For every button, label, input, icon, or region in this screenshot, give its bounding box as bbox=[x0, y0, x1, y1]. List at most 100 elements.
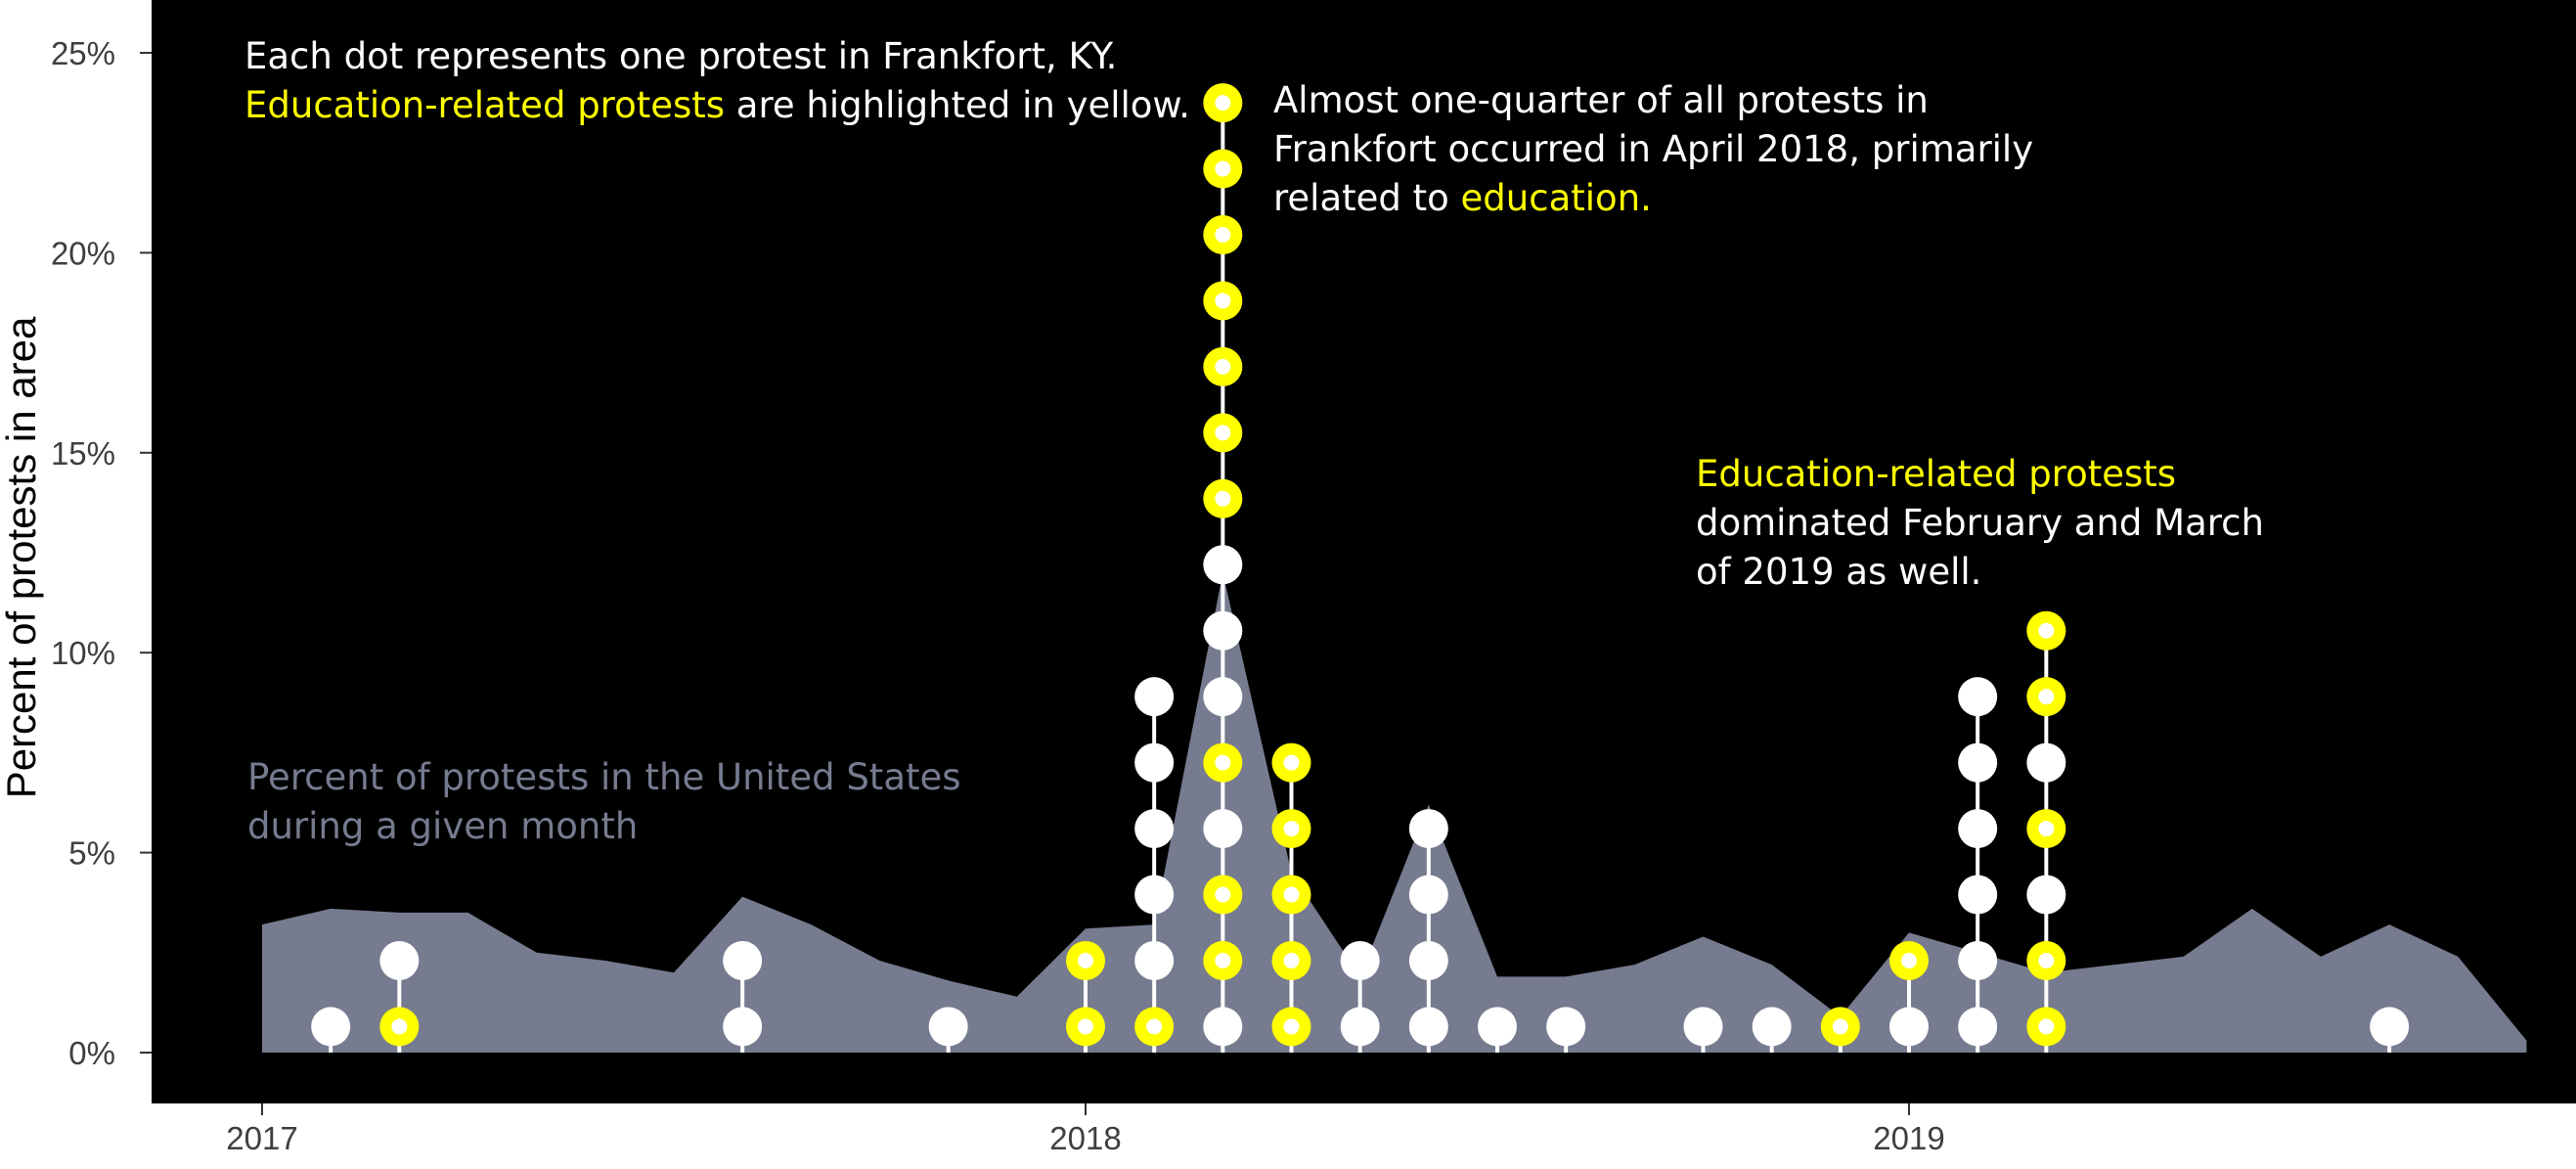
annotation-text: during a given month bbox=[247, 805, 638, 847]
dot-column bbox=[928, 1007, 968, 1053]
dot-column bbox=[2026, 610, 2066, 1053]
education-protest-dot-center bbox=[1146, 1018, 1163, 1035]
education-protest-dot-center bbox=[1215, 227, 1231, 244]
education-protest-dot-center bbox=[1078, 1018, 1093, 1035]
protest-dot bbox=[1958, 677, 1998, 717]
protest-dot bbox=[1958, 875, 1998, 915]
protest-dot bbox=[1478, 1007, 1517, 1047]
protest-dot bbox=[1134, 940, 1175, 980]
education-protest-dot-center bbox=[1078, 952, 1093, 968]
education-protest-dot-center bbox=[1215, 754, 1231, 771]
protest-dot bbox=[1203, 545, 1243, 585]
protest-dot bbox=[1134, 875, 1175, 915]
protest-dot bbox=[311, 1007, 351, 1047]
protest-dot bbox=[1340, 1007, 1380, 1047]
annotation-text: Each dot represents one protest in Frank… bbox=[244, 35, 1117, 77]
annotation-line: of 2019 as well. bbox=[1696, 551, 1981, 593]
education-protest-dot-center bbox=[1283, 821, 1300, 837]
education-protest-dot-center bbox=[1215, 292, 1231, 309]
protest-dot bbox=[928, 1007, 968, 1047]
y-tick-label: 0% bbox=[68, 1035, 115, 1071]
y-tick-label: 25% bbox=[51, 35, 115, 71]
education-protest-dot-center bbox=[2038, 1018, 2055, 1035]
dot-column bbox=[379, 940, 420, 1053]
education-protest-dot-center bbox=[1215, 425, 1231, 441]
annotation-text: Education-related protests bbox=[1696, 453, 2176, 495]
annotation-line: Education-related protests bbox=[1696, 453, 2176, 495]
protest-dot bbox=[723, 1007, 763, 1047]
annotation-text: dominated February and March bbox=[1696, 502, 2264, 544]
annotation-text: are highlighted in yellow. bbox=[725, 84, 1190, 126]
dot-column bbox=[1958, 677, 1998, 1053]
annotation-text: Education-related protests bbox=[244, 84, 725, 126]
dot-column bbox=[311, 1007, 351, 1053]
protest-dot bbox=[379, 940, 420, 980]
y-tick-label: 10% bbox=[51, 635, 115, 671]
dot-column bbox=[723, 940, 763, 1053]
annotation-text: related to bbox=[1273, 177, 1461, 219]
education-protest-dot-center bbox=[1283, 886, 1300, 903]
annotation-a1: Each dot represents one protest in Frank… bbox=[244, 35, 1190, 126]
annotation-line: Each dot represents one protest in Frank… bbox=[244, 35, 1117, 77]
education-protest-dot-center bbox=[2038, 952, 2055, 968]
protest-dot bbox=[1134, 809, 1175, 849]
x-tick-label: 2019 bbox=[1873, 1120, 1944, 1156]
protest-dot bbox=[1203, 677, 1243, 717]
dot-column bbox=[2370, 1007, 2410, 1053]
dot-column bbox=[1066, 940, 1105, 1053]
annotation-line: related to education. bbox=[1273, 177, 1652, 219]
protest-dot bbox=[2370, 1007, 2410, 1047]
protest-dot bbox=[1683, 1007, 1723, 1047]
protest-dot bbox=[1958, 742, 1998, 783]
y-axis: 0% 5% 10% 15% 20% 25% bbox=[51, 35, 152, 1071]
y-tick-label: 20% bbox=[51, 235, 115, 271]
education-protest-dot-center bbox=[1283, 952, 1300, 968]
dot-column bbox=[1889, 940, 1929, 1053]
y-axis-title: Percent of protests in area bbox=[0, 316, 44, 798]
protest-dot bbox=[1889, 1007, 1929, 1047]
annotation-line: Frankfort occurred in April 2018, primar… bbox=[1273, 128, 2033, 170]
us-percent-area bbox=[262, 572, 2527, 1053]
protest-dot bbox=[1546, 1007, 1586, 1047]
annotation-text: education. bbox=[1461, 177, 1652, 219]
education-protest-dot-center bbox=[1215, 160, 1231, 177]
education-protest-dot-center bbox=[1215, 358, 1231, 375]
education-protest-dot-center bbox=[1215, 952, 1231, 968]
dot-column bbox=[1683, 1007, 1723, 1053]
education-protest-dot-center bbox=[391, 1018, 408, 1035]
protest-dot bbox=[1134, 677, 1175, 717]
area-layer bbox=[262, 572, 2527, 1053]
education-protest-dot-center bbox=[1283, 754, 1300, 771]
annotation-a2: Almost one-quarter of all protests in Fra… bbox=[1273, 79, 2033, 219]
protest-dot bbox=[723, 940, 763, 980]
protest-dot bbox=[1408, 809, 1448, 849]
y-tick-label: 15% bbox=[51, 435, 115, 472]
x-tick-label: 2017 bbox=[226, 1120, 297, 1156]
dot-column bbox=[1203, 83, 1243, 1053]
annotation-line: Education-related protests are highlight… bbox=[244, 84, 1190, 126]
annotation-a3: Education-related protests dominated Febr… bbox=[1696, 453, 2264, 593]
protest-dot bbox=[1203, 1007, 1243, 1047]
x-axis: 2017 2018 2019 bbox=[226, 1103, 1945, 1156]
dot-column bbox=[1820, 1007, 1860, 1053]
dots-layer bbox=[311, 83, 2410, 1053]
dot-column bbox=[1340, 940, 1380, 1053]
annotation-text: of 2019 as well. bbox=[1696, 551, 1981, 593]
dot-column bbox=[1271, 742, 1311, 1053]
protest-dot bbox=[1752, 1007, 1792, 1047]
protest-dot bbox=[1958, 1007, 1998, 1047]
annotation-layer: Each dot represents one protest in Frank… bbox=[244, 35, 2264, 847]
protest-dot bbox=[1134, 742, 1175, 783]
education-protest-dot-center bbox=[1215, 886, 1231, 903]
annotation-a4: Percent of protests in the United States… bbox=[247, 756, 961, 847]
protest-dot bbox=[1408, 940, 1448, 980]
education-protest-dot-center bbox=[2038, 821, 2055, 837]
annotation-line: dominated February and March bbox=[1696, 502, 2264, 544]
plot-panel bbox=[152, 0, 2576, 1103]
annotation-line: Almost one-quarter of all protests in bbox=[1273, 79, 1929, 121]
dot-column bbox=[1546, 1007, 1586, 1053]
protest-dot bbox=[1408, 875, 1448, 915]
education-protest-dot-center bbox=[1215, 95, 1231, 112]
annotation-text: Almost one-quarter of all protests in bbox=[1273, 79, 1929, 121]
